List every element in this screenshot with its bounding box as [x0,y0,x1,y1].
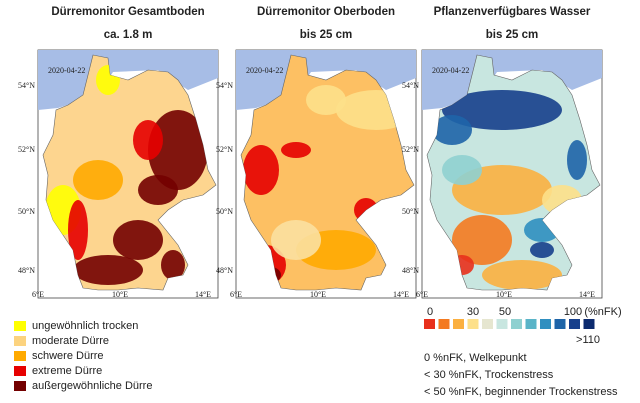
area [452,215,512,265]
lon-label: 10°E [310,290,326,299]
lat-label: 50°N [402,207,419,216]
legend-swatch [14,321,26,331]
panel-title: Pflanzenverfügbares Wasser [434,6,591,18]
legend-swatch [14,351,26,361]
area [68,200,88,260]
scale-unit: (%nFK) [584,306,621,318]
lat-label: 48°N [18,266,35,275]
legend-label: ungewöhnlich trocken [32,320,138,332]
scale-label: 30 [467,306,479,318]
lon-label: 14°E [393,290,409,299]
legend-label: außergewöhnliche Dürre [32,380,152,392]
scale-swatch [554,319,566,329]
lat-label: 52°N [216,145,233,154]
lon-label: 6°E [32,290,44,299]
lat-label: 48°N [216,266,233,275]
area [73,255,143,285]
legend-swatch [14,381,26,391]
note: < 30 %nFK, Trockenstress [424,369,554,381]
area [442,90,562,130]
lat-label: 50°N [216,207,233,216]
lat-label: 50°N [18,207,35,216]
scale-swatch [438,319,450,329]
map: 2020-04-22 54°N 52°N 50°N 48°N 6°E 10°E 14°E [18,49,219,299]
scale-max: >110 [576,334,600,346]
lat-label: 48°N [402,266,419,275]
area [271,220,321,260]
legend-swatch [14,336,26,346]
scale-label: 0 [427,306,433,318]
lon-label: 14°E [579,290,595,299]
map: 2020-04-22 54°N 52°N 50°N 48°N 6°E 10°E 14°E [402,49,603,299]
area [133,120,163,160]
panel-subtitle: bis 25 cm [486,29,538,41]
legend-swatch [14,366,26,376]
panel-subtitle: bis 25 cm [300,29,352,41]
scale-swatch [569,319,580,329]
lat-label: 54°N [402,81,419,90]
lon-label: 14°E [195,290,211,299]
scale-swatch [424,319,435,329]
scale-swatch [482,319,493,329]
area [73,160,123,200]
panel-title: Dürremonitor Gesamtboden [51,6,204,18]
area [113,220,163,260]
scale-swatch [496,319,508,329]
panel-subtitle: ca. 1.8 m [104,29,153,41]
scale-swatch [540,319,551,329]
lon-label: 10°E [496,290,512,299]
map: 2020-04-22 54°N 52°N 50°N 48°N 6°E 10°E 14°E [216,49,417,299]
map-date: 2020-04-22 [48,66,85,75]
area [281,142,311,158]
area [161,250,185,280]
lat-label: 52°N [402,145,419,154]
lon-label: 6°E [416,290,428,299]
area [148,110,208,190]
scale-swatch [511,319,522,329]
lat-label: 54°N [18,81,35,90]
drought-areas [45,65,208,285]
area [432,115,472,145]
lon-label: 6°E [230,290,242,299]
area [442,155,482,185]
lat-label: 54°N [216,81,233,90]
drought-areas [432,90,587,290]
scale-label: 100 [564,306,582,318]
lon-label: 10°E [112,290,128,299]
area [482,260,562,290]
area [243,145,279,195]
note: < 50 %nFK, beginnender Trockenstress [424,386,618,398]
map-date: 2020-04-22 [246,66,283,75]
lat-label: 52°N [18,145,35,154]
legend-label: schwere Dürre [32,350,104,362]
legend-label: extreme Dürre [32,365,102,377]
scale-swatch [467,319,479,329]
area [530,242,554,258]
area [138,175,178,205]
area [306,85,346,115]
map-date: 2020-04-22 [432,66,469,75]
scale-swatch [583,319,595,329]
scale-label: 50 [499,306,511,318]
scale-swatch [525,319,537,329]
area [567,140,587,180]
scale-swatch [453,319,464,329]
note: 0 %nFK, Welkepunkt [424,352,527,364]
legend-label: moderate Dürre [32,335,109,347]
panel-title: Dürremonitor Oberboden [257,6,395,18]
